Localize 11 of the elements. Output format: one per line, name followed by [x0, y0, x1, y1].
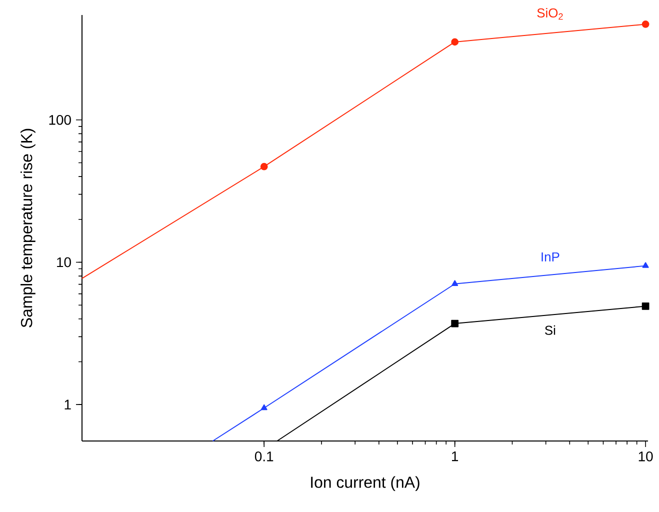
y-axis-title: Sample temperature rise (K) — [20, 128, 36, 328]
x-tick-label: 10 — [638, 451, 653, 462]
y-tick-label: 1 — [64, 400, 71, 410]
y-tick-label: 100 — [49, 114, 71, 125]
x-tick-label: 0.1 — [254, 451, 274, 462]
x-tick-label: 1 — [452, 451, 458, 462]
series-label: InP — [542, 252, 560, 262]
series-label: Si — [545, 325, 556, 335]
series-label: SiO$_{2}$ — [537, 8, 563, 20]
y-tick-label: 10 — [57, 257, 71, 268]
x-axis-title: Ion current (nA) — [311, 476, 420, 492]
